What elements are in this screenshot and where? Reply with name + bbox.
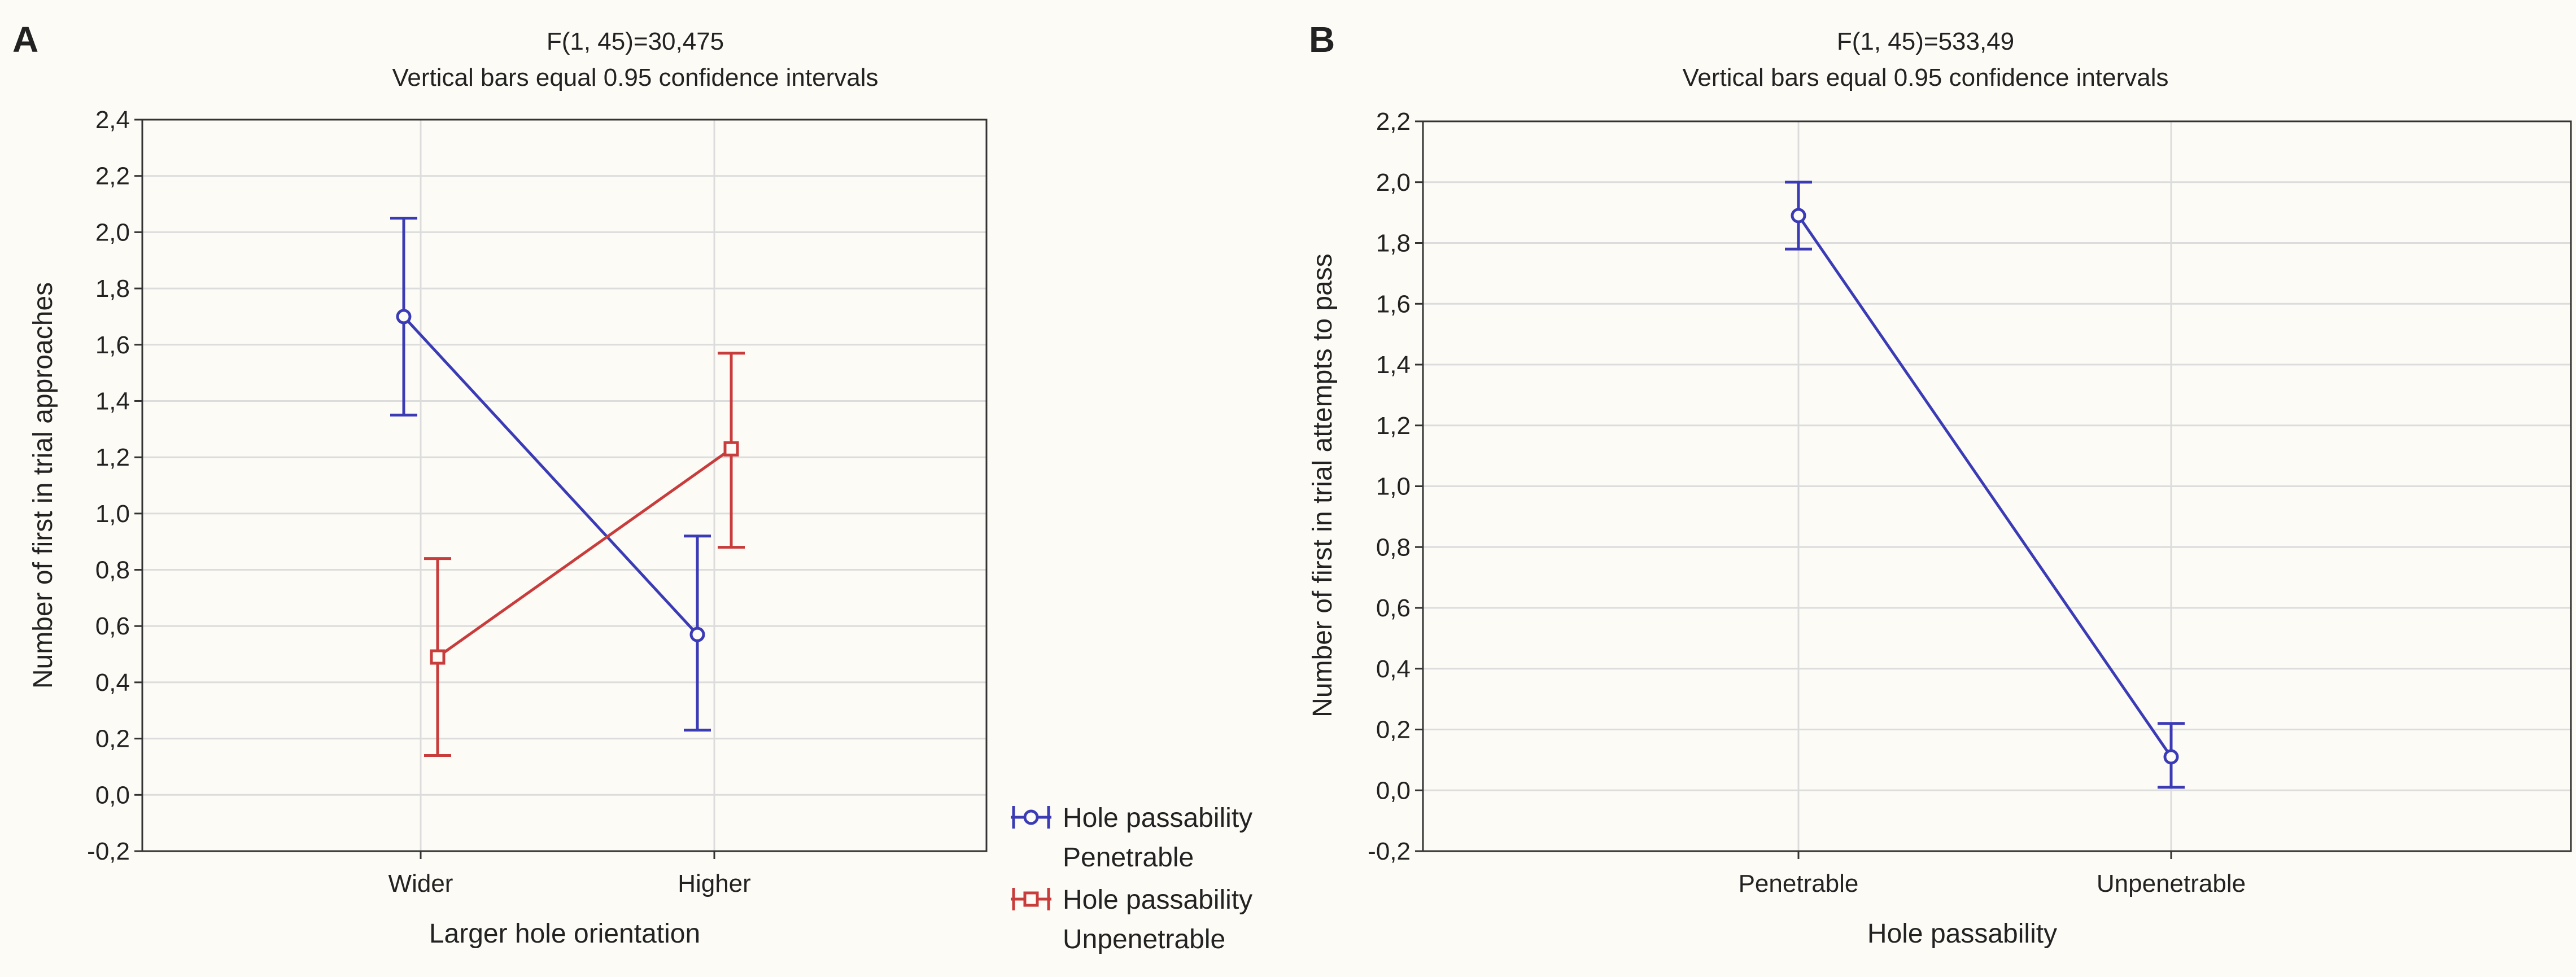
panel-b: B F(1, 45)=533,49 Vertical bars equal 0.…	[1308, 19, 2572, 949]
panel-a-y-tick-label: 0,0	[95, 781, 130, 809]
legend-penetrable-name: Hole passability	[1063, 803, 1252, 833]
panel-b-gridlines	[1423, 121, 2571, 851]
panel-b-y-tick-label: 0,4	[1376, 655, 1411, 683]
legend-item-unpenetrable: Hole passability Unpenetrable	[1011, 885, 1252, 954]
panel-b-series-line-0	[1797, 214, 2173, 758]
panel-a-y-tick-label: 2,2	[95, 163, 130, 190]
panel-b-data-point	[2163, 749, 2179, 765]
legend-unpenetrable-name: Hole passability	[1063, 885, 1252, 915]
panel-b-y-axis-label: Number of first in trial attempts to pas…	[1308, 253, 1338, 717]
panel-a-y-axis-label: Number of first in trial approaches	[28, 282, 58, 689]
panel-b-title: F(1, 45)=533,49	[1837, 28, 2014, 55]
panel-b-y-ticks: -0,2 0,0 0,2 0,4 0,6 0,8 1,0 1,2 1,4 1,6 1,8 2,0 2,2	[1368, 108, 1423, 865]
panel-a-data-point	[396, 309, 412, 325]
panel-a-title: F(1, 45)=30,475	[547, 28, 724, 55]
panel-b-y-tick-label: 0,6	[1376, 594, 1411, 622]
panel-b-x-tick-label: Unpenetrable	[2097, 870, 2246, 897]
panel-a-data-point	[430, 649, 446, 665]
panel-a-x-tick-label: Wider	[388, 870, 453, 897]
panel-a-x-axis-label: Larger hole orientation	[429, 919, 700, 949]
panel-a-y-tick-label: 0,2	[95, 725, 130, 753]
panel-a: A F(1, 45)=30,475 Vertical bars equal 0.…	[12, 19, 1252, 954]
panel-a-series	[390, 216, 745, 757]
panel-a-y-ticks: -0,2 0,0 0,2 0,4 0,6 0,8 1,0 1,2 1,4 1,6 1,8 2,0 2,2…	[87, 106, 142, 865]
panel-a-y-tick-label: 1,8	[95, 275, 130, 303]
panel-b-y-tick-label: 1,4	[1376, 351, 1411, 379]
panel-b-x-ticks: Penetrable Unpenetrable	[1739, 851, 2246, 897]
panel-a-y-tick-label: -0,2	[87, 838, 130, 865]
panel-b-series	[1785, 181, 2185, 789]
legend-circle-marker	[1023, 809, 1039, 825]
panel-a-subtitle: Vertical bars equal 0.95 confidence inte…	[392, 64, 879, 91]
panel-a-legend: Hole passability Penetrable Hole passabi…	[1011, 803, 1252, 954]
panel-b-y-tick-label: 1,2	[1376, 412, 1411, 440]
panel-b-x-axis-label: Hole passability	[1867, 919, 2057, 949]
panel-b-y-tick-label: 2,2	[1376, 108, 1411, 135]
panel-a-series-line-0	[403, 316, 698, 636]
panel-a-data-point	[689, 626, 705, 642]
panel-a-y-tick-label: 2,4	[95, 106, 130, 134]
panel-a-gridlines	[142, 120, 986, 851]
panel-a-x-tick-label: Higher	[678, 870, 751, 897]
panel-a-y-tick-label: 0,4	[95, 669, 130, 696]
panel-b-label: B	[1309, 19, 1335, 60]
panel-a-series-line-1	[436, 448, 732, 659]
panel-b-data-point	[1791, 208, 1806, 224]
panel-b-y-tick-label: 0,0	[1376, 777, 1411, 804]
panel-a-y-tick-label: 1,6	[95, 331, 130, 359]
panel-b-x-tick-label: Penetrable	[1739, 870, 1859, 897]
panel-a-y-tick-label: 0,8	[95, 557, 130, 584]
legend-unpenetrable-level: Unpenetrable	[1063, 925, 1225, 954]
panel-a-y-tick-label: 1,4	[95, 387, 130, 415]
panel-a-y-tick-label: 2,0	[95, 218, 130, 246]
panel-b-y-tick-label: 1,0	[1376, 473, 1411, 501]
panel-a-y-tick-label: 1,0	[95, 500, 130, 528]
panel-b-y-tick-label: 0,2	[1376, 716, 1411, 744]
legend-penetrable-level: Penetrable	[1063, 843, 1194, 873]
panel-a-plot-area	[141, 119, 988, 852]
panel-a-y-tick-label: 1,2	[95, 444, 130, 471]
panel-a-data-point	[723, 441, 739, 457]
panel-b-y-tick-label: -0,2	[1368, 838, 1411, 865]
legend-item-penetrable: Hole passability Penetrable	[1011, 803, 1252, 873]
panel-b-y-tick-label: 1,6	[1376, 290, 1411, 318]
panel-b-y-tick-label: 2,0	[1376, 169, 1411, 196]
panel-b-subtitle: Vertical bars equal 0.95 confidence inte…	[1683, 64, 2169, 91]
legend-square-marker	[1023, 891, 1039, 907]
panel-b-y-tick-label: 0,8	[1376, 533, 1411, 561]
panel-b-y-tick-label: 1,8	[1376, 230, 1411, 257]
panel-a-y-tick-label: 0,6	[95, 612, 130, 640]
panel-a-label: A	[12, 19, 38, 60]
panel-a-x-ticks: Wider Higher	[388, 851, 751, 897]
